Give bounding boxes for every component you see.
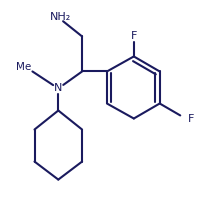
Text: F: F — [131, 31, 137, 41]
Text: N: N — [54, 84, 63, 93]
Text: Me: Me — [16, 62, 31, 72]
Text: NH₂: NH₂ — [50, 12, 71, 22]
Text: F: F — [188, 114, 194, 123]
